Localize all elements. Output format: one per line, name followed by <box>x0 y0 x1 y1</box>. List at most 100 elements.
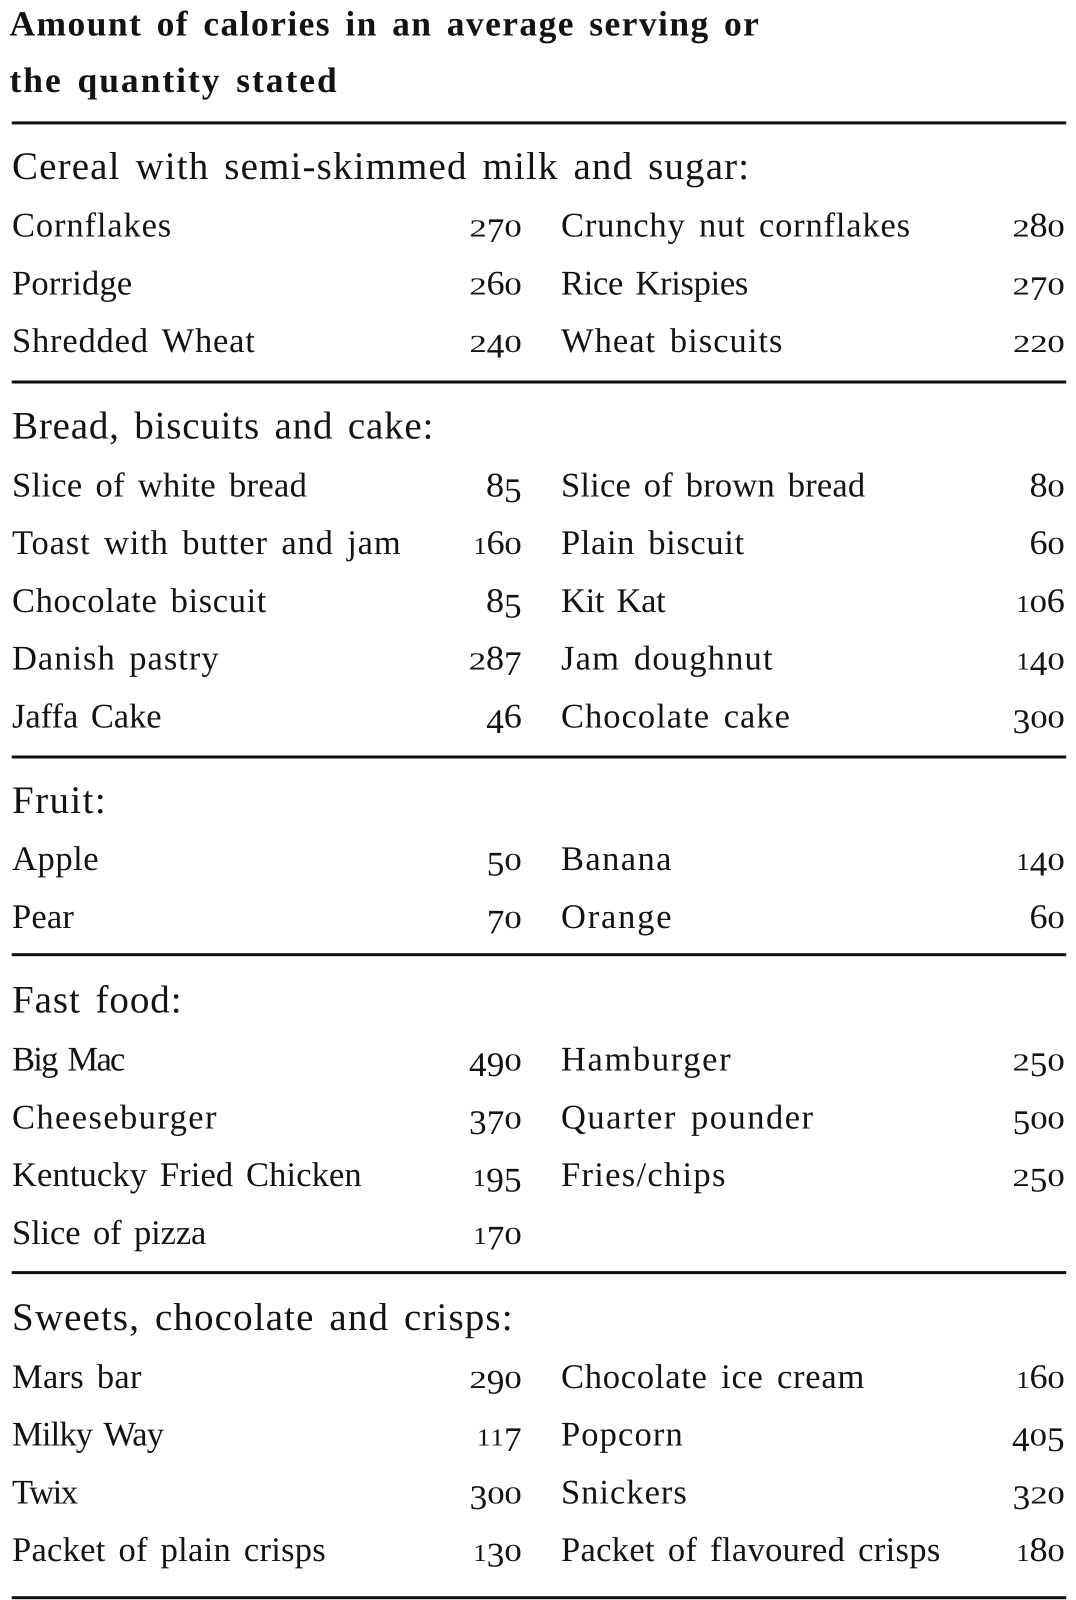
svg-text:Jam doughnut: Jam doughnut <box>561 640 774 678</box>
svg-text:2: 2 <box>1012 1165 1029 1192</box>
svg-text:9: 9 <box>486 1162 504 1200</box>
svg-text:8: 8 <box>1030 466 1048 504</box>
svg-text:Quarter pounder: Quarter pounder <box>561 1098 815 1136</box>
svg-text:Shredded Wheat: Shredded Wheat <box>12 322 256 360</box>
svg-text:8: 8 <box>1030 1531 1048 1569</box>
svg-text:4: 4 <box>1030 846 1048 884</box>
svg-text:0: 0 <box>1047 331 1064 358</box>
svg-text:5: 5 <box>504 587 522 625</box>
svg-text:0: 0 <box>504 1050 521 1077</box>
svg-text:1: 1 <box>477 1425 490 1452</box>
svg-text:0: 0 <box>1047 475 1064 502</box>
svg-text:Snickers: Snickers <box>561 1473 688 1511</box>
svg-text:Fries/chips: Fries/chips <box>561 1156 727 1194</box>
svg-text:2: 2 <box>1012 1050 1029 1077</box>
svg-text:0: 0 <box>1047 1482 1064 1509</box>
svg-text:4: 4 <box>487 328 505 366</box>
svg-text:0: 0 <box>1030 1107 1047 1134</box>
svg-text:0: 0 <box>1047 1367 1064 1394</box>
svg-text:0: 0 <box>1047 649 1064 676</box>
svg-text:0: 0 <box>504 1223 521 1250</box>
svg-text:0: 0 <box>1047 706 1064 733</box>
svg-text:Big Mac: Big Mac <box>12 1041 125 1079</box>
svg-text:Twix: Twix <box>12 1473 78 1511</box>
svg-text:Mars bar: Mars bar <box>12 1358 142 1396</box>
svg-text:7: 7 <box>487 1104 505 1142</box>
svg-text:Packet of flavoured crisps: Packet of flavoured crisps <box>561 1531 941 1569</box>
svg-text:Chocolate ice cream: Chocolate ice cream <box>561 1358 865 1396</box>
svg-text:0: 0 <box>504 907 521 934</box>
svg-text:9: 9 <box>487 1363 505 1401</box>
svg-text:1: 1 <box>473 1165 486 1192</box>
svg-text:Fast food:: Fast food: <box>12 978 183 1021</box>
svg-text:Cornflakes: Cornflakes <box>12 207 172 245</box>
svg-text:2: 2 <box>469 649 486 676</box>
svg-text:0: 0 <box>504 216 521 243</box>
svg-text:Wheat biscuits: Wheat biscuits <box>561 322 784 360</box>
svg-text:Bread, biscuits and cake:: Bread, biscuits and cake: <box>12 404 434 447</box>
svg-text:Popcorn: Popcorn <box>561 1416 684 1454</box>
svg-text:Porridge: Porridge <box>12 264 132 302</box>
svg-text:4: 4 <box>486 703 504 741</box>
svg-text:0: 0 <box>1030 591 1047 618</box>
svg-text:3: 3 <box>487 1537 505 1575</box>
svg-text:3: 3 <box>1013 1479 1031 1517</box>
svg-text:0: 0 <box>1047 533 1064 560</box>
svg-text:2: 2 <box>1012 216 1029 243</box>
svg-text:0: 0 <box>1047 1165 1064 1192</box>
svg-text:4: 4 <box>1012 1421 1030 1459</box>
svg-text:Slice of pizza: Slice of pizza <box>12 1214 206 1252</box>
svg-text:6: 6 <box>1030 524 1048 562</box>
svg-text:Danish pastry: Danish pastry <box>12 640 220 678</box>
svg-text:5: 5 <box>1047 1421 1065 1459</box>
svg-text:3: 3 <box>1013 703 1031 741</box>
svg-text:the quantity stated: the quantity stated <box>10 60 339 100</box>
svg-text:6: 6 <box>1047 582 1065 620</box>
svg-text:0: 0 <box>487 1482 504 1509</box>
svg-text:0: 0 <box>1047 216 1064 243</box>
svg-text:Rice Krispies: Rice Krispies <box>561 264 748 302</box>
svg-text:6: 6 <box>487 524 505 562</box>
svg-text:7: 7 <box>504 1421 522 1459</box>
svg-text:Kit Kat: Kit Kat <box>561 582 666 620</box>
svg-text:3: 3 <box>470 1479 488 1517</box>
svg-text:8: 8 <box>486 582 504 620</box>
svg-text:2: 2 <box>469 216 486 243</box>
svg-text:Chocolate biscuit: Chocolate biscuit <box>12 582 267 620</box>
svg-text:9: 9 <box>487 1046 505 1084</box>
svg-text:2: 2 <box>469 1367 486 1394</box>
svg-text:8: 8 <box>1030 207 1048 245</box>
svg-text:Kentucky Fried Chicken: Kentucky Fried Chicken <box>12 1156 362 1194</box>
svg-text:0: 0 <box>504 849 521 876</box>
svg-text:1: 1 <box>473 1223 486 1250</box>
svg-text:8: 8 <box>486 640 504 678</box>
svg-text:2: 2 <box>1012 273 1029 300</box>
svg-text:6: 6 <box>487 264 505 302</box>
svg-text:0: 0 <box>1047 849 1064 876</box>
svg-text:Slice of brown bread: Slice of brown bread <box>561 466 865 504</box>
svg-text:0: 0 <box>1047 1050 1064 1077</box>
svg-text:1: 1 <box>1016 1367 1029 1394</box>
svg-text:Fruit:: Fruit: <box>12 779 107 822</box>
svg-text:5: 5 <box>504 472 522 510</box>
svg-text:0: 0 <box>504 1367 521 1394</box>
svg-text:6: 6 <box>1030 898 1048 936</box>
svg-text:5: 5 <box>1013 1104 1031 1142</box>
svg-text:1: 1 <box>473 1540 486 1567</box>
svg-text:0: 0 <box>504 331 521 358</box>
svg-text:0: 0 <box>1047 907 1064 934</box>
svg-text:7: 7 <box>487 212 505 250</box>
svg-text:0: 0 <box>504 1540 521 1567</box>
svg-text:6: 6 <box>504 697 522 735</box>
svg-text:1: 1 <box>1016 849 1029 876</box>
svg-text:7: 7 <box>487 903 505 941</box>
svg-text:Slice of white bread: Slice of white bread <box>12 466 307 504</box>
svg-text:5: 5 <box>1030 1162 1048 1200</box>
svg-text:1: 1 <box>473 533 486 560</box>
svg-text:5: 5 <box>504 1162 522 1200</box>
svg-text:Jaffa Cake: Jaffa Cake <box>12 697 162 735</box>
svg-text:Milky Way: Milky Way <box>12 1416 165 1454</box>
svg-text:Pear: Pear <box>12 898 74 936</box>
svg-text:0: 0 <box>1047 1107 1064 1134</box>
svg-text:1: 1 <box>1016 591 1029 618</box>
